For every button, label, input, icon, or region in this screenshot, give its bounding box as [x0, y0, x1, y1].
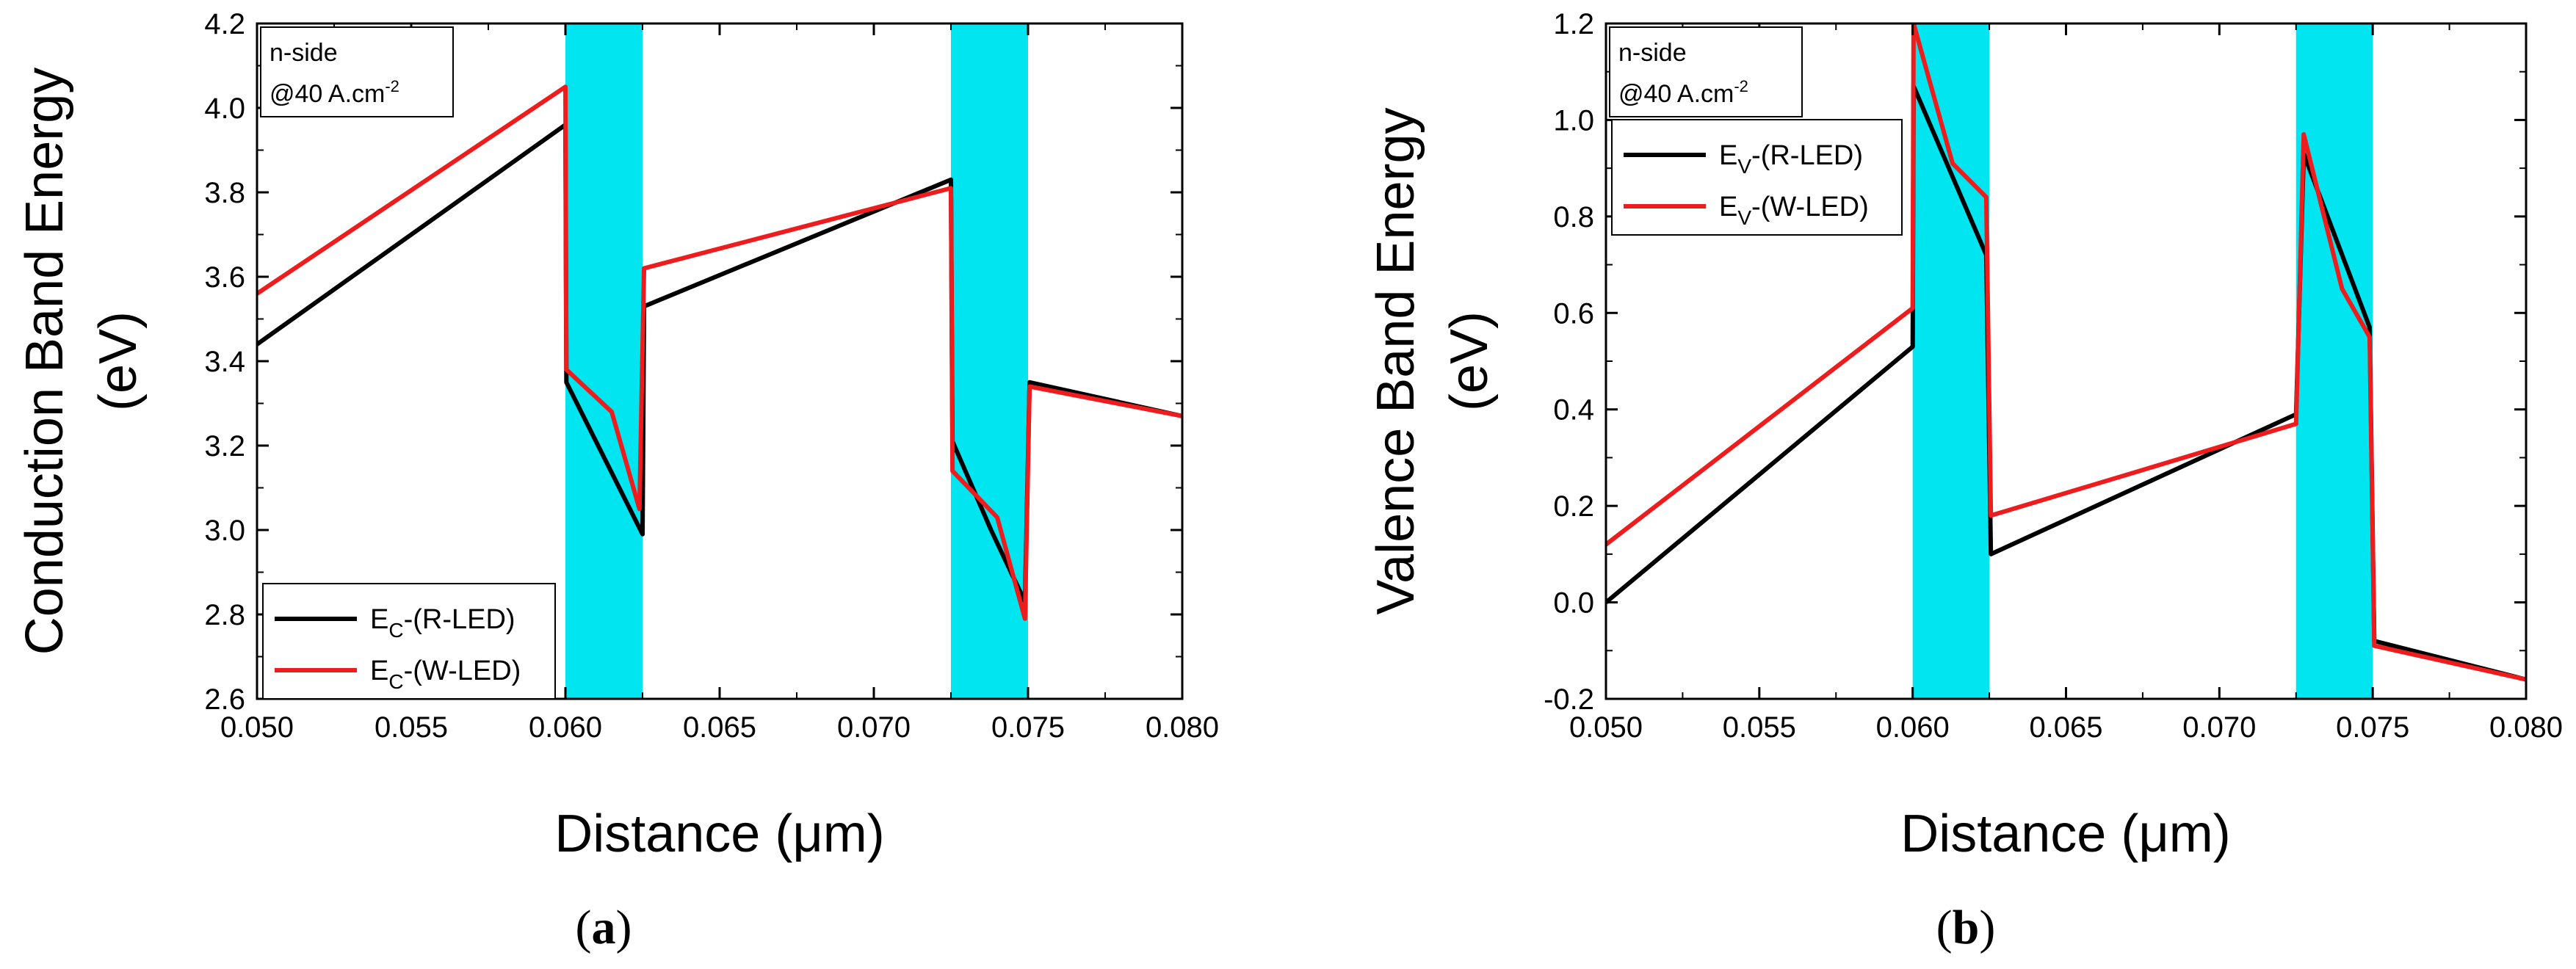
panel-caption: (a) [576, 901, 632, 954]
panel-caption-open: ( [576, 901, 592, 954]
panel-caption-letter: a [592, 901, 616, 954]
panel-caption: (b) [1936, 901, 1996, 954]
series-line-r-led [257, 123, 1182, 604]
x-tick-label: 0.055 [375, 711, 448, 744]
legend-label-r-led: EV-(R-LED) [1719, 140, 1863, 178]
y-axis-unit: (eV) [1440, 311, 1499, 411]
annotation-line1: n-side [269, 39, 338, 67]
x-tick-label: 0.065 [2029, 711, 2102, 744]
shaded-region-1 [565, 23, 643, 699]
y-tick-label: 2.6 [204, 683, 245, 716]
series-line-w-led [1606, 23, 2526, 682]
y-tick-label: 0.2 [1553, 490, 1594, 523]
y-tick-label: 0.8 [1553, 201, 1594, 233]
x-tick-label: 0.065 [683, 711, 756, 744]
legend-label-rest: -(W-LED) [1751, 192, 1869, 222]
y-tick-label: 0.0 [1553, 587, 1594, 620]
legend-label-sub: C [388, 670, 403, 693]
y-tick-label: 4.2 [204, 8, 245, 40]
y-tick-label: 4.0 [204, 92, 245, 125]
shaded-region-2 [951, 23, 1028, 699]
y-axis-title: Conduction Band Energy [15, 68, 74, 656]
panel-caption-close: ) [616, 901, 632, 954]
y-tick-label: 0.4 [1553, 394, 1594, 427]
legend-label-rest: -(W-LED) [404, 656, 521, 686]
annotation-box [1609, 26, 1803, 117]
legend-label-sub: C [388, 619, 403, 642]
legend-label-rest: -(R-LED) [1751, 140, 1863, 171]
x-tick-label: 0.075 [2336, 711, 2409, 744]
y-tick-label: 1.0 [1553, 104, 1594, 137]
x-axis-title: Distance (μm) [1900, 805, 2231, 863]
annotation-line2-main: @40 A.cm [269, 80, 385, 108]
y-tick-label: 3.0 [204, 515, 245, 547]
y-tick-label: 3.4 [204, 346, 245, 378]
legend-label-main: E [1719, 192, 1737, 222]
legend-label-main: E [370, 604, 388, 635]
x-tick-label: 0.080 [1146, 711, 1219, 744]
y-axis-title: Valence Band Energy [1367, 107, 1425, 614]
y-tick-label: 2.8 [204, 599, 245, 631]
annotation-line2: @40 A.cm-2 [1618, 77, 1748, 108]
x-tick-label: 0.080 [2489, 711, 2563, 744]
legend-label-main: E [1719, 140, 1737, 171]
x-tick-label: 0.060 [1876, 711, 1950, 744]
shaded-region-1 [1912, 23, 1990, 699]
x-tick-label: 0.070 [2182, 711, 2256, 744]
legend-label-sub: V [1737, 155, 1751, 178]
x-tick-label: 0.070 [837, 711, 911, 744]
series-line-w-led [257, 84, 1182, 621]
annotation-line2-sup: -2 [385, 77, 399, 95]
x-tick-label: 0.060 [529, 711, 602, 744]
legend-label-r-led: EC-(R-LED) [370, 604, 515, 642]
legend-box [262, 583, 556, 700]
x-tick-label: 0.050 [220, 711, 294, 744]
y-tick-label: 0.6 [1553, 297, 1594, 330]
legend-box [1611, 119, 1903, 236]
y-tick-label: -0.2 [1544, 683, 1594, 716]
x-tick-label: 0.075 [991, 711, 1065, 744]
x-tick-label: 0.050 [1569, 711, 1643, 744]
annotation-line2: @40 A.cm-2 [269, 77, 399, 108]
annotation-line1: n-side [1618, 39, 1687, 67]
panel-caption-letter: b [1953, 901, 1980, 954]
panel-caption-close: ) [1979, 901, 1995, 954]
legend-label-sub: V [1737, 206, 1751, 229]
legend-label-w-led: EC-(W-LED) [370, 656, 521, 693]
annotation-box [260, 26, 454, 117]
y-tick-label: 1.2 [1553, 8, 1594, 40]
shaded-region-2 [2295, 23, 2373, 699]
legend-label-main: E [370, 656, 388, 686]
x-tick-label: 0.055 [1723, 711, 1796, 744]
y-tick-label: 3.6 [204, 261, 245, 294]
y-tick-label: 3.8 [204, 177, 245, 209]
annotation-line2-sup: -2 [1734, 77, 1748, 95]
y-axis-unit: (eV) [89, 311, 148, 411]
panel-a: 0.050 0.055 0.060 0.065 0.070 0.075 0.080 2.6 2.… [15, 8, 1219, 954]
legend-label-rest: -(R-LED) [404, 604, 515, 635]
annotation-line2-main: @40 A.cm [1618, 80, 1734, 108]
legend-label-w-led: EV-(W-LED) [1719, 192, 1869, 229]
panel-caption-open: ( [1936, 901, 1953, 954]
y-tick-label: 3.2 [204, 430, 245, 462]
x-axis-title: Distance (μm) [554, 805, 885, 863]
panel-b: 0.050 0.055 0.060 0.065 0.070 0.075 0.080 -0.2 0… [1367, 8, 2563, 954]
